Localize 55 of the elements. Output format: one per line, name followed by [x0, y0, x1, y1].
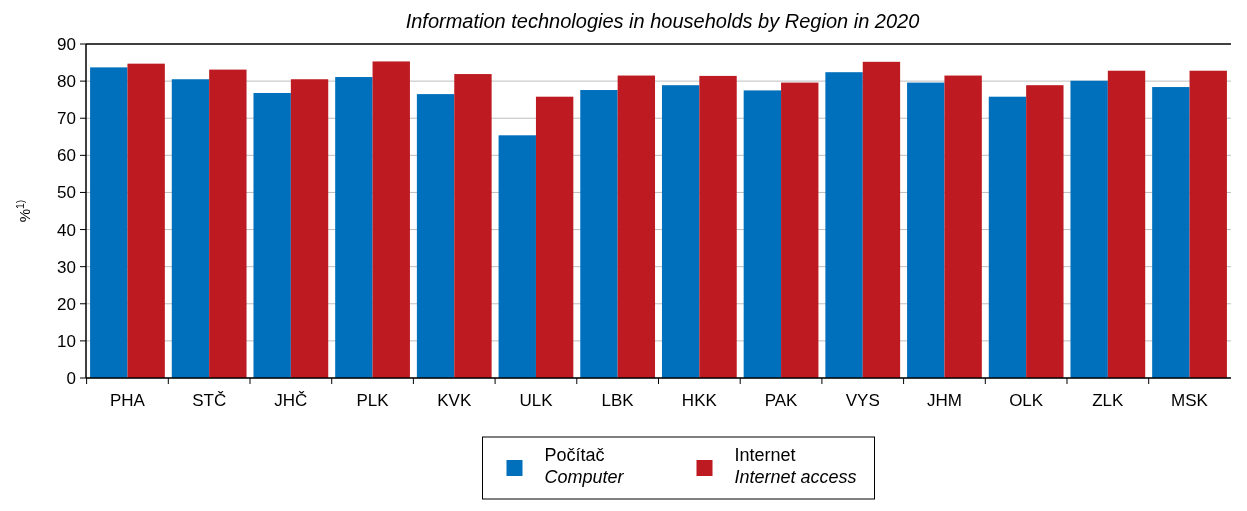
x-tick-label: STČ	[192, 391, 227, 410]
bar	[743, 90, 782, 378]
bar	[617, 75, 656, 378]
y-tick-label: 50	[57, 183, 76, 203]
x-tick-label: LBK	[601, 391, 635, 410]
bar	[127, 63, 165, 378]
bar	[580, 90, 618, 378]
y-tick-label: 30	[57, 257, 76, 277]
bar	[335, 77, 373, 378]
bar	[498, 135, 536, 378]
y-tick-label: 10	[57, 331, 76, 351]
x-tick-label: PAK	[764, 391, 799, 410]
bar	[862, 61, 901, 378]
x-tick-label: MSK	[1171, 391, 1209, 410]
bar	[825, 72, 863, 378]
y-tick-label: 90	[57, 34, 76, 54]
bar	[372, 61, 410, 378]
bar	[661, 85, 700, 378]
y-tick-label: 40	[57, 220, 76, 240]
x-tick-label: VYS	[845, 391, 880, 410]
bar	[944, 75, 982, 378]
x-tick-label: PLK	[356, 391, 390, 410]
legend-label: Internet Internet access	[734, 445, 857, 487]
y-tick-label: 60	[57, 146, 76, 166]
bar	[416, 94, 455, 378]
bar	[454, 74, 492, 378]
x-tick-label: JHČ	[274, 391, 308, 410]
bar	[209, 69, 247, 378]
x-tick-label: JHM	[926, 391, 962, 410]
bar	[90, 67, 128, 378]
bar	[699, 75, 737, 378]
bar	[1070, 80, 1108, 378]
y-tick-label: 80	[57, 72, 76, 92]
bar	[1107, 70, 1146, 378]
x-tick-label: OLK	[1009, 391, 1044, 410]
x-tick-label: ULK	[519, 391, 554, 410]
chart-title: Information technologies in households by Region in 2020	[405, 10, 920, 32]
bar	[988, 96, 1027, 378]
bar	[1189, 70, 1227, 378]
bar	[171, 79, 210, 378]
bar	[1152, 87, 1190, 378]
x-tick-label: HKK	[681, 391, 718, 410]
bar	[253, 92, 291, 378]
x-tick-label: KVK	[437, 391, 472, 410]
bar	[290, 79, 329, 378]
x-tick-label: ZLK	[1092, 391, 1125, 410]
bar	[535, 96, 574, 378]
y-tick-label: 0	[66, 368, 76, 388]
x-tick-label: PHA	[109, 391, 146, 410]
y-tick-label: 20	[57, 294, 76, 314]
bar	[907, 82, 945, 378]
y-tick-label: 70	[57, 109, 76, 129]
legend-label: Počítač Computer	[544, 445, 625, 487]
bar	[1026, 85, 1064, 378]
bar	[781, 82, 819, 378]
